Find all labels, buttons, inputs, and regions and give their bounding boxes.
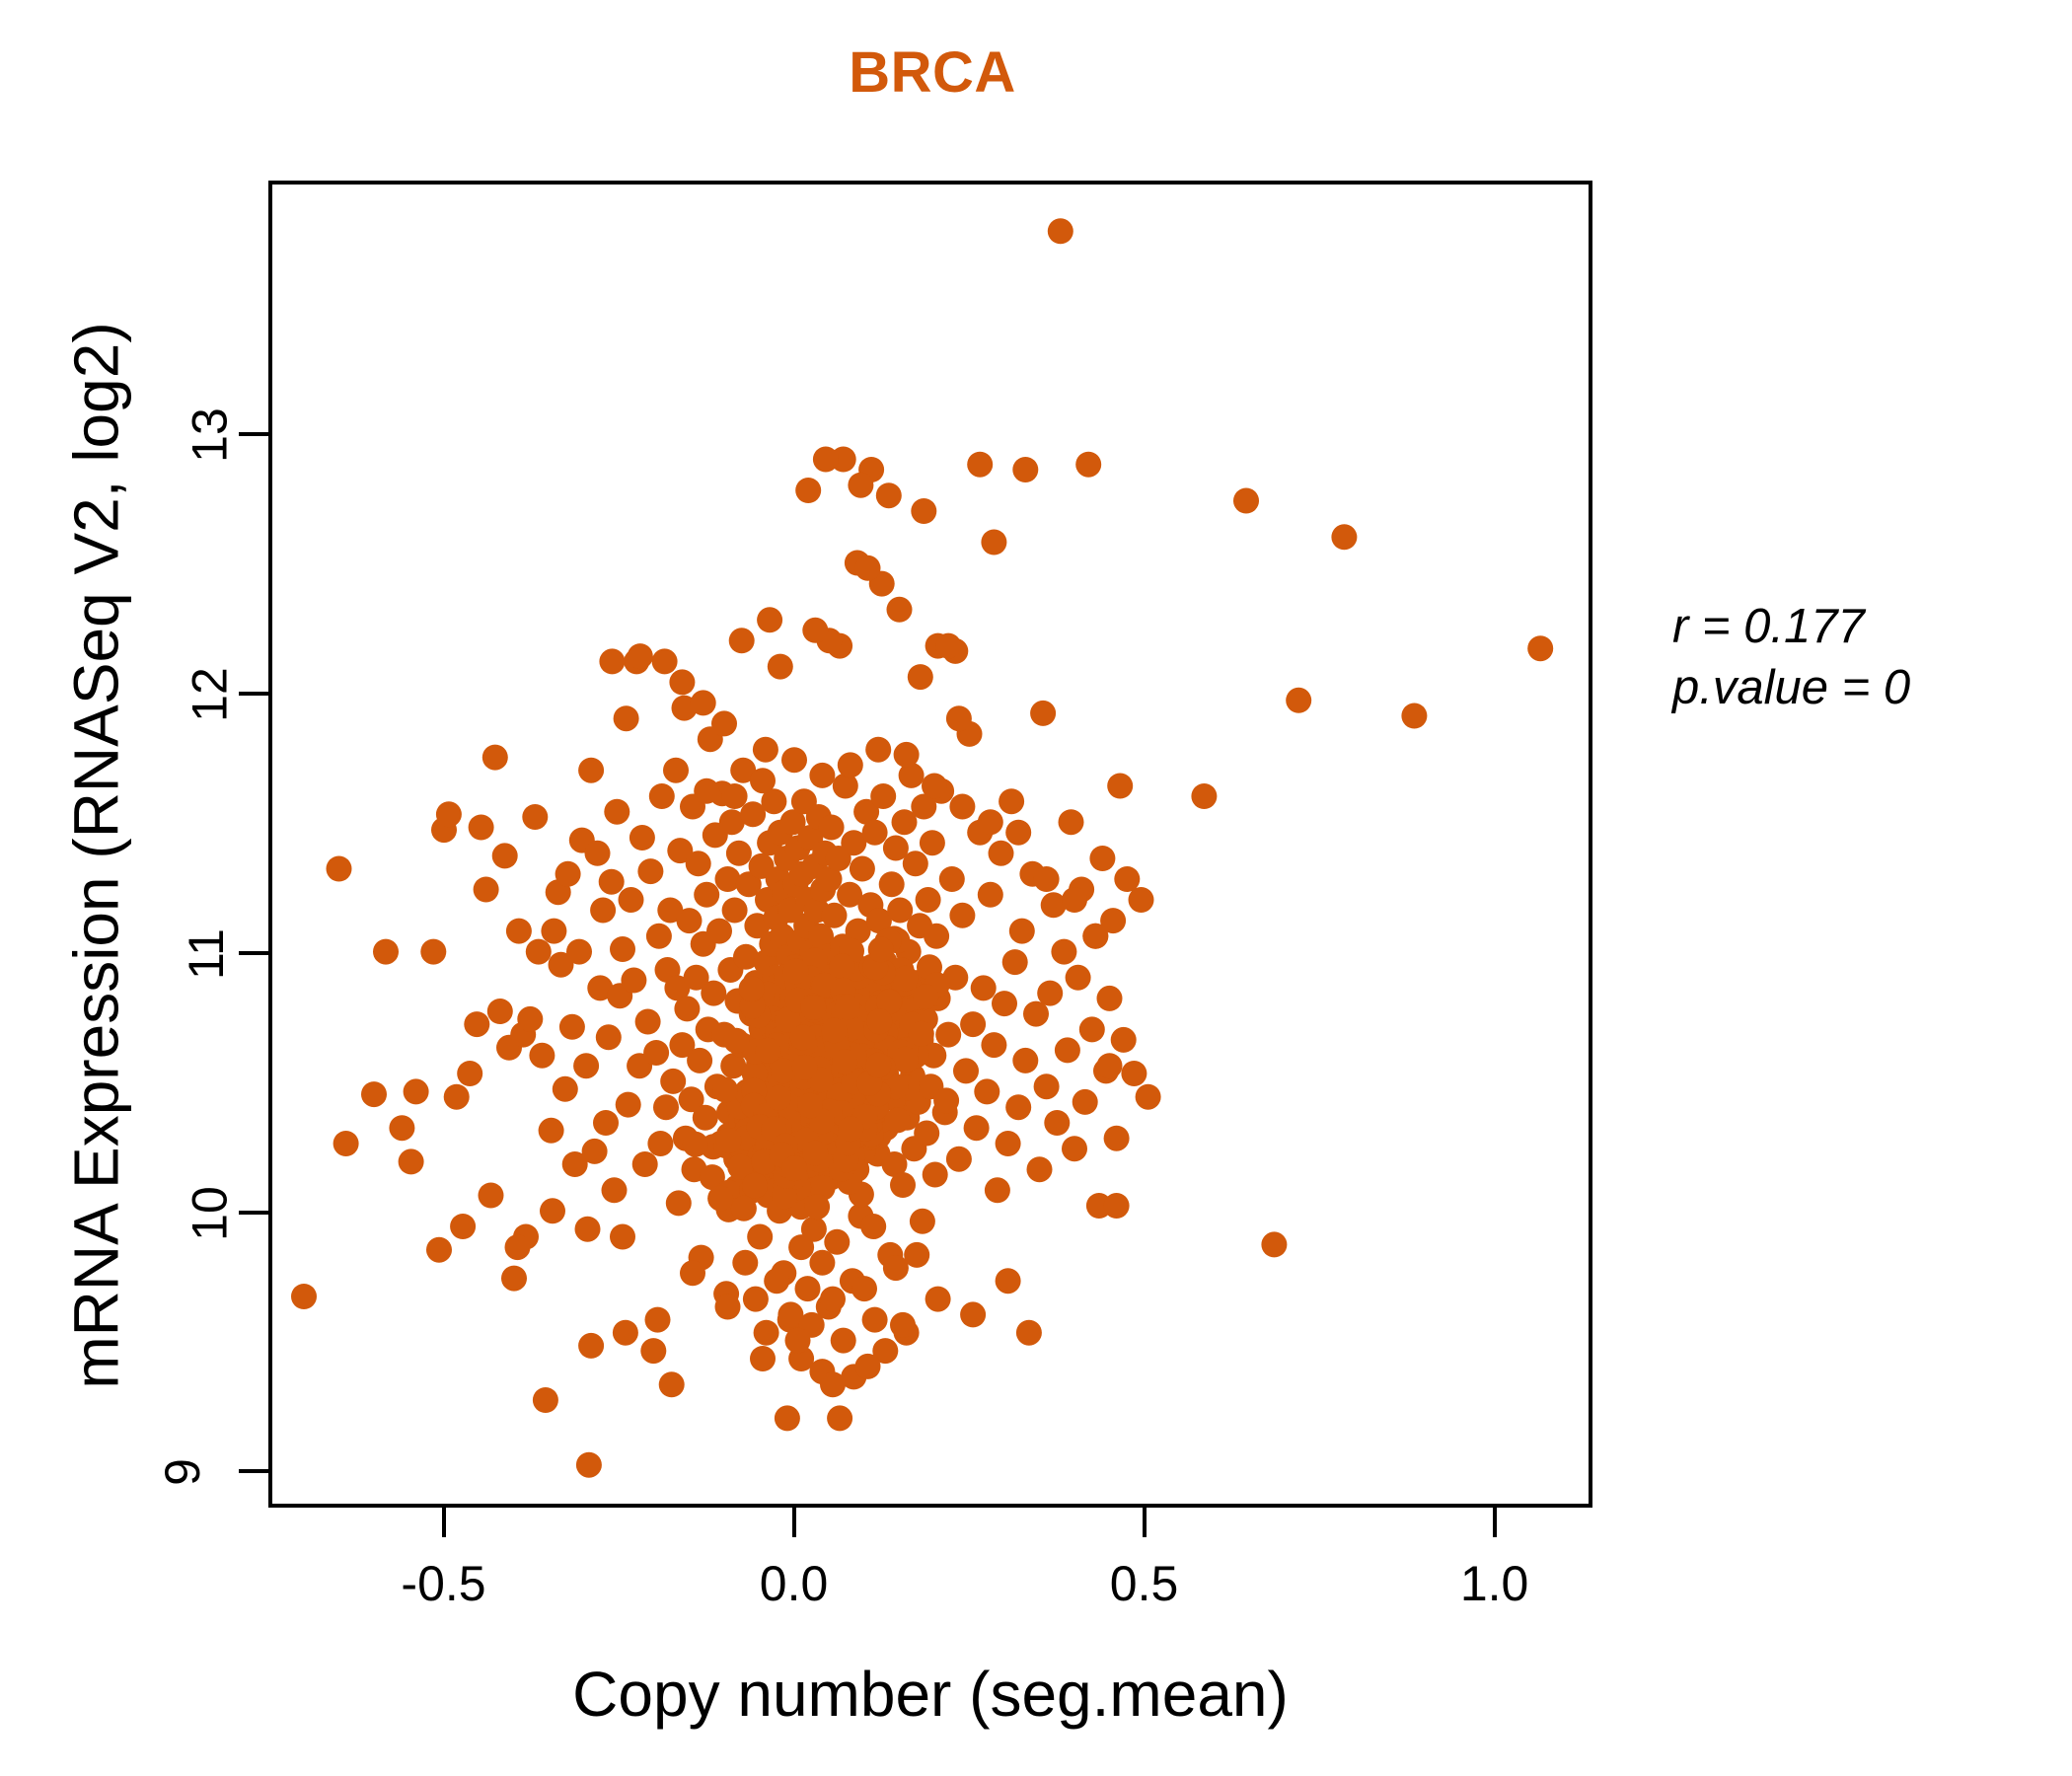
scatter-points-layer: [272, 185, 1589, 1504]
x-axis-title: Copy number (seg.mean): [572, 1659, 1289, 1730]
x-axis-tick: [791, 1508, 796, 1537]
page-title: BRCA: [849, 40, 1016, 105]
statistics-annotation: r = 0.177 p.value = 0: [1672, 597, 1910, 718]
y-axis-tick-label: 9: [154, 1458, 210, 1487]
correlation-value: r = 0.177: [1672, 600, 1865, 653]
y-axis-tick-label: 12: [182, 667, 238, 722]
y-axis-tick: [239, 1210, 268, 1215]
y-axis-tick: [239, 432, 268, 437]
x-axis-tick-label: 0.5: [1109, 1556, 1179, 1611]
plot-area: [268, 181, 1592, 1508]
x-axis-tick: [1142, 1508, 1147, 1537]
y-axis-tick: [239, 692, 268, 697]
y-axis-title: mRNA Expression (RNASeq V2, log2): [60, 322, 132, 1389]
x-axis-tick: [441, 1508, 446, 1537]
x-axis-tick-label: 1.0: [1459, 1556, 1529, 1611]
y-axis-tick-label: 13: [182, 407, 238, 464]
x-axis-tick: [1492, 1508, 1497, 1537]
y-axis-tick: [239, 1469, 268, 1474]
x-axis-tick-label: -0.5: [401, 1556, 486, 1611]
y-axis-tick-label: 11: [178, 927, 234, 980]
y-axis-tick: [239, 950, 268, 955]
y-axis-tick-label: 10: [182, 1185, 238, 1241]
pvalue-value: p.value = 0: [1672, 660, 1911, 714]
x-axis-tick-label: 0.0: [759, 1556, 829, 1611]
